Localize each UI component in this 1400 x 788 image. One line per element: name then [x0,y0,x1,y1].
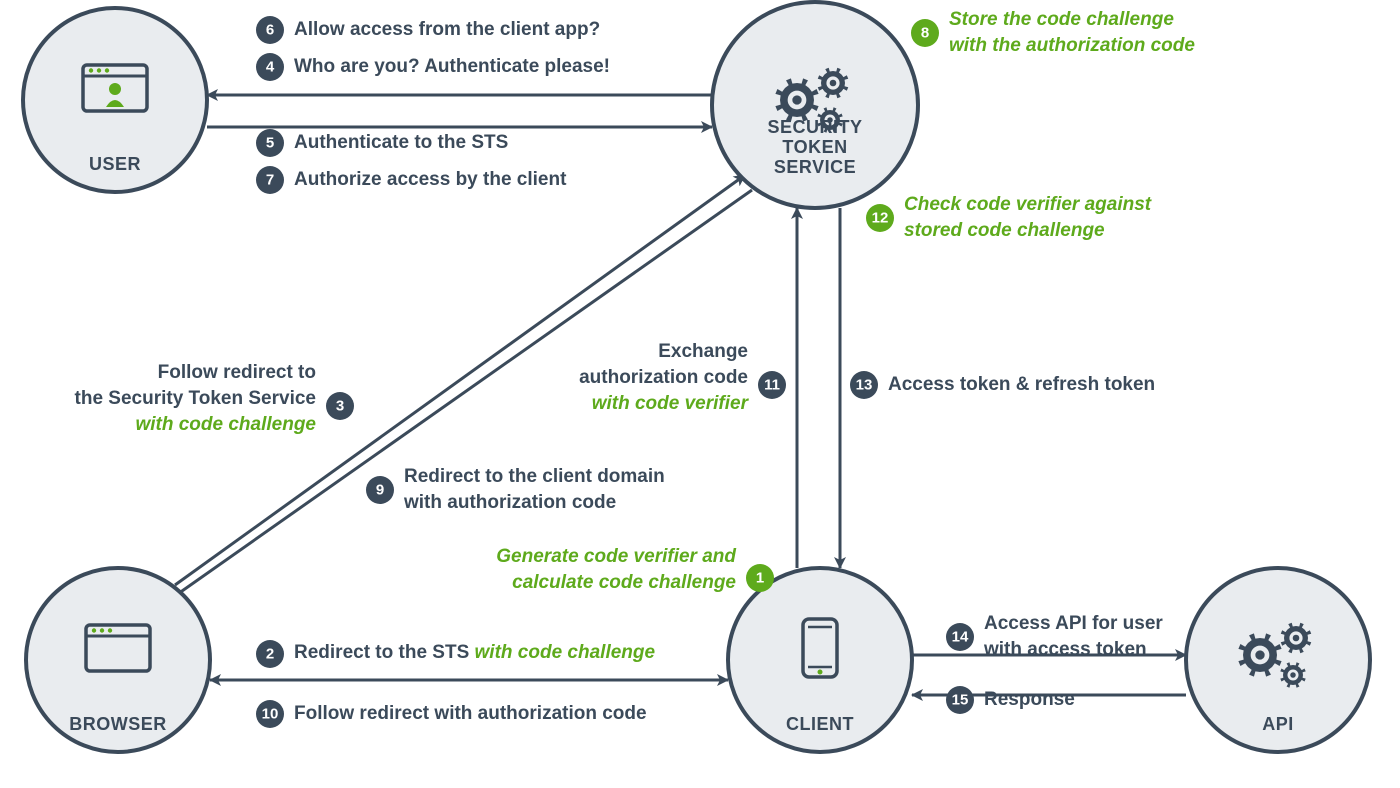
svg-text:Authorize access by the client: Authorize access by the client [294,169,567,190]
svg-text:6: 6 [266,22,274,39]
svg-text:11: 11 [764,377,780,394]
step-3: 3 Follow redirect to the Security Token Se… [75,362,354,435]
node-api: API [1186,568,1370,752]
svg-text:3: 3 [336,398,344,415]
step-15: 15 Response [946,686,1075,714]
svg-text:Follow redirect to: Follow redirect to [158,362,316,383]
node-user: USER [23,8,207,192]
node-label: USER [89,154,141,174]
svg-text:Access API for user: Access API for user [984,613,1163,634]
svg-text:with access token: with access token [983,639,1147,660]
svg-text:calculate code challenge: calculate code challenge [512,572,736,593]
svg-text:Allow access from the client a: Allow access from the client app? [294,19,600,40]
step-10: 10 Follow redirect with authorization cod… [256,700,647,728]
step-13: 13 Access token & refresh token [850,371,1155,399]
svg-text:Generate code verifier and: Generate code verifier and [496,546,736,567]
step-7: 7 Authorize access by the client [256,166,567,194]
svg-text:9: 9 [376,482,384,499]
node-label: CLIENT [786,714,854,734]
svg-text:with authorization code: with authorization code [403,492,616,513]
node-label: TOKEN [782,137,847,157]
step-12: 12 Check code verifier against stored code… [866,194,1152,241]
svg-text:Store the code challenge: Store the code challenge [949,9,1174,30]
svg-text:2: 2 [266,646,274,663]
svg-text:Follow redirect with authoriza: Follow redirect with authorization code [294,703,647,724]
svg-text:with the authorization code: with the authorization code [949,35,1195,56]
node-label: API [1262,714,1294,734]
step-5: 5 Authenticate to the STS [256,129,508,157]
svg-text:Authenticate to the STS: Authenticate to the STS [294,132,508,153]
svg-text:5: 5 [266,135,274,152]
node-label: BROWSER [69,714,167,734]
svg-text:15: 15 [952,692,969,709]
svg-text:10: 10 [262,706,279,723]
step-14: 14 Access API for user with access token [946,613,1163,660]
step-9: 9 Redirect to the client domain with autho… [366,466,665,513]
svg-text:Who are you? Authenticate plea: Who are you? Authenticate please! [294,56,610,77]
svg-text:12: 12 [872,210,889,227]
svg-text:the Security Token Service: the Security Token Service [75,388,316,409]
node-label: SERVICE [774,157,856,177]
step-8: 8 Store the code challenge with the author… [911,9,1195,56]
svg-text:stored code challenge: stored code challenge [904,220,1105,241]
svg-text:Exchange: Exchange [658,341,748,362]
node-label: SECURITY [767,117,862,137]
svg-text:Redirect to the client domain: Redirect to the client domain [404,466,665,487]
step-6: 6 Allow access from the client app? [256,16,600,44]
svg-text:1: 1 [756,570,764,587]
flow-diagram: USER SECURITYTOKENSERVICE BROWSER CLIENT API… [0,0,1400,788]
svg-text:Response: Response [984,689,1075,710]
svg-text:7: 7 [266,172,274,189]
svg-text:Check code verifier against: Check code verifier against [904,194,1152,215]
svg-text:with code verifier: with code verifier [592,393,750,414]
step-4: 4 Who are you? Authenticate please! [256,53,610,81]
node-browser: BROWSER [26,568,210,752]
svg-text:8: 8 [921,25,929,42]
svg-text:Redirect to the STS with code: Redirect to the STS with code challenge [294,642,656,663]
svg-text:with code challenge: with code challenge [135,414,316,435]
svg-text:Access token & refresh token: Access token & refresh token [888,374,1155,395]
step-11: 11 Exchange authorization code with code ve… [579,341,786,414]
svg-text:authorization code: authorization code [579,367,748,388]
svg-text:14: 14 [952,629,969,646]
step-1: 1 Generate code verifier and calculate cod… [496,546,774,593]
svg-text:4: 4 [266,59,275,76]
svg-text:13: 13 [856,377,873,394]
node-sts: SECURITYTOKENSERVICE [712,2,918,208]
node-client: CLIENT [728,568,912,752]
step-2: 2 Redirect to the STS with code challenge [256,640,656,668]
